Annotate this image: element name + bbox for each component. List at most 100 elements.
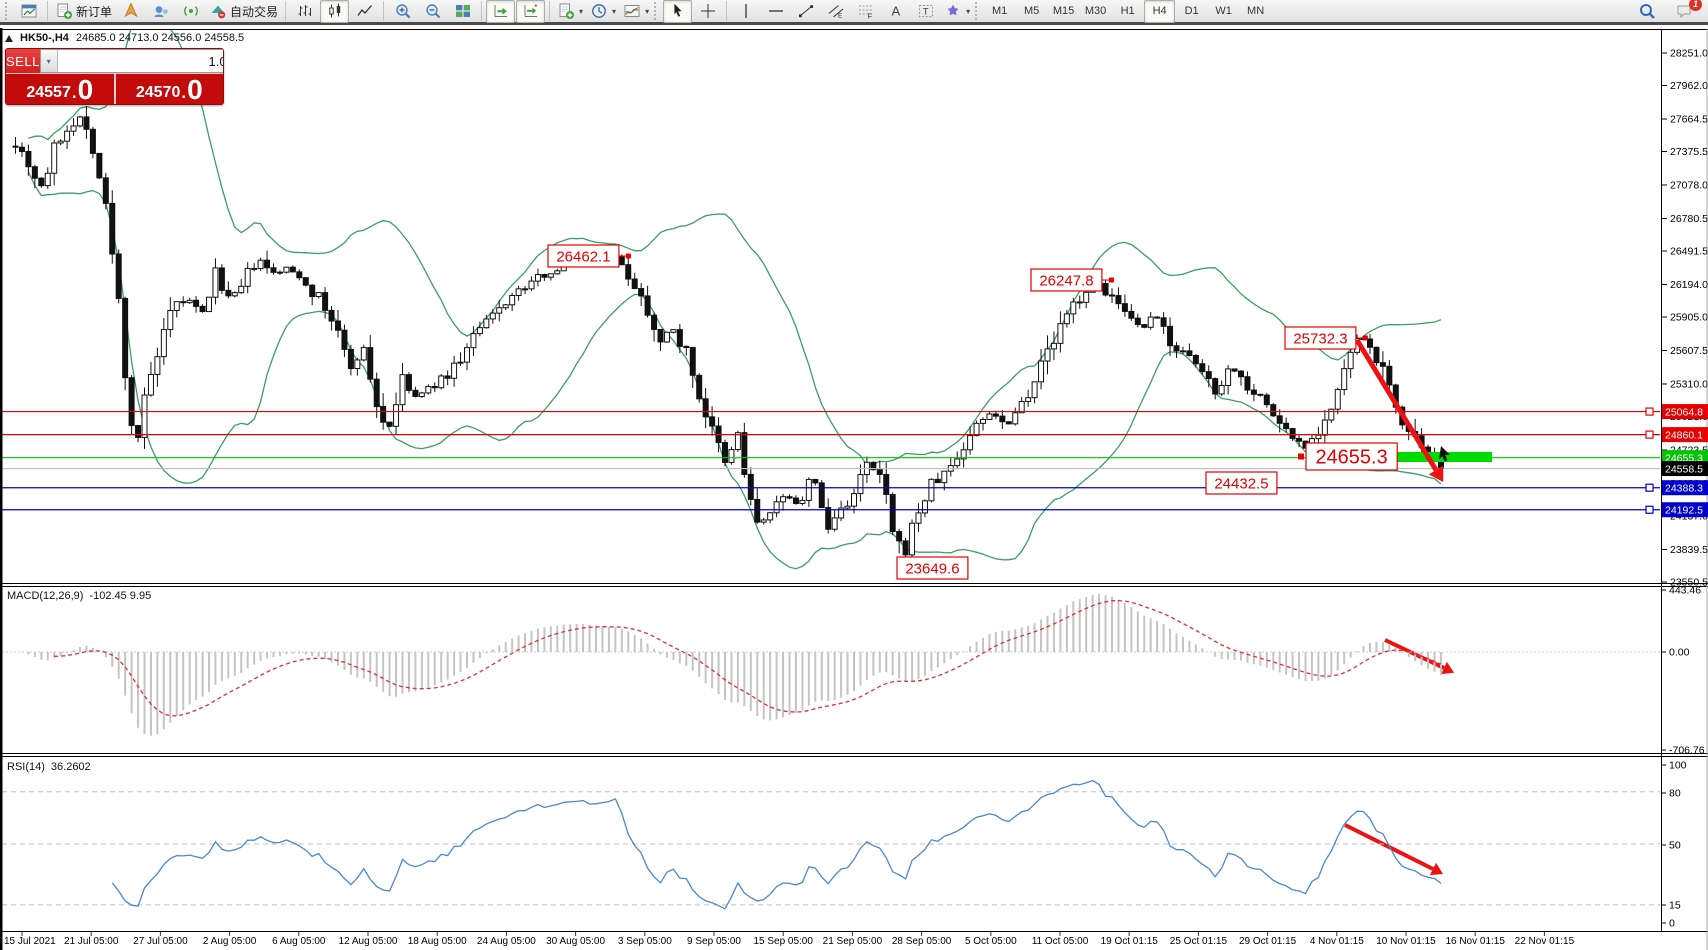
zoom-in-button[interactable]: [388, 0, 417, 23]
svg-text:2 Aug 05:00: 2 Aug 05:00: [203, 936, 257, 947]
tile-windows-icon: [455, 5, 470, 17]
buy-price[interactable]: 24570 . 0: [113, 74, 223, 104]
trend-line-icon: [798, 5, 813, 18]
svg-text:11 Oct 05:00: 11 Oct 05:00: [1032, 936, 1089, 947]
svg-text:15: 15: [1669, 900, 1681, 912]
signals-icon: [183, 6, 198, 16]
periods-button[interactable]: ▾: [587, 0, 619, 23]
templates-button[interactable]: ▾: [620, 0, 652, 23]
text-icon: A: [891, 4, 900, 19]
bar-chart-button[interactable]: [290, 0, 319, 23]
symbol-label: HK50-,H4: [20, 32, 69, 44]
price-axis[interactable]: 28251.0 27962.0 27664.5 27375.5 27078.0 26780…: [1661, 48, 1708, 930]
text-button[interactable]: A: [881, 0, 910, 23]
cursor-button[interactable]: [663, 0, 693, 23]
svg-text:25 Oct 01:15: 25 Oct 01:15: [1170, 936, 1228, 947]
trend-line-button[interactable]: [791, 0, 820, 23]
crosshair-button[interactable]: [693, 0, 722, 23]
arrows-button[interactable]: ▾: [941, 0, 973, 23]
tile-windows-button[interactable]: [448, 0, 477, 23]
svg-text:100: 100: [1669, 760, 1687, 772]
templates-dropdown-icon[interactable]: ▾: [645, 6, 650, 16]
signals-button[interactable]: [176, 0, 205, 23]
svg-text:23839.5: 23839.5: [1670, 544, 1708, 556]
timeframe-m1-button[interactable]: M1: [991, 5, 1008, 17]
toolbar-separator: [383, 1, 385, 21]
svg-text:21 Jul 05:00: 21 Jul 05:00: [64, 936, 119, 947]
horizontal-line-button[interactable]: [761, 0, 790, 23]
svg-text:0.00: 0.00: [1669, 647, 1690, 659]
auto-scroll-button[interactable]: [486, 0, 516, 23]
line-chart-button[interactable]: [350, 0, 379, 23]
toolbar-grip: [975, 2, 980, 20]
sell-button[interactable]: SELL: [6, 49, 40, 73]
svg-text:F: F: [867, 12, 872, 21]
bar-chart-icon: [298, 5, 311, 16]
chart-shift-icon: [524, 4, 537, 17]
svg-text:22 Nov 01:15: 22 Nov 01:15: [1515, 936, 1575, 947]
svg-text:24655.3: 24655.3: [1315, 447, 1387, 469]
search-button[interactable]: [1632, 0, 1661, 23]
arrows-dropdown-icon[interactable]: ▾: [966, 6, 971, 16]
new-order-menu-dropdown-icon[interactable]: ▾: [579, 6, 584, 16]
svg-text:27375.5: 27375.5: [1670, 146, 1708, 158]
fibonacci-retracement-button[interactable]: F: [851, 0, 880, 23]
timeframe-mn-button[interactable]: MN: [1247, 5, 1265, 17]
equidistant-channel-button[interactable]: E: [821, 0, 850, 23]
macd-layer: [2, 594, 1660, 736]
toolbar-separator: [726, 1, 728, 21]
timeframe-m5-button[interactable]: M5: [1023, 5, 1040, 17]
timeframe-m30-button[interactable]: M30: [1084, 5, 1107, 17]
notifications-button[interactable]: 1: [1669, 0, 1702, 23]
periods-dropdown-icon[interactable]: ▾: [612, 6, 617, 16]
timeframe-h4-button[interactable]: H4: [1144, 0, 1176, 23]
svg-text:3 Sep 05:00: 3 Sep 05:00: [618, 936, 672, 947]
volume-input[interactable]: [57, 50, 223, 72]
new-chart-icon: [21, 4, 36, 18]
toolbar-separator: [549, 1, 551, 21]
svg-text:15 Jul 2021: 15 Jul 2021: [4, 936, 56, 947]
search-icon: [1639, 4, 1655, 19]
new-order-button[interactable]: 新订单: [52, 0, 115, 23]
auto-trading-icon: [211, 5, 226, 19]
svg-text:4 Nov 01:15: 4 Nov 01:15: [1310, 936, 1364, 947]
time-axis[interactable]: 15 Jul 2021 21 Jul 05:00 27 Jul 05:00 2 Aug…: [4, 931, 1575, 948]
volume-decrease-button[interactable]: ▾: [40, 50, 58, 72]
cursor-icon: [673, 3, 682, 17]
marketplace-button[interactable]: [116, 0, 145, 23]
sell-price-main: 24557: [26, 84, 71, 101]
timeframe-d1-button[interactable]: D1: [1184, 5, 1199, 17]
svg-text:27078.0: 27078.0: [1670, 180, 1708, 192]
new-chart-button[interactable]: [14, 0, 43, 23]
text-label-button[interactable]: T: [911, 0, 940, 23]
one-click-price-row: 24557 . 0 24570 . 0: [6, 73, 223, 104]
timeframe-m15-button[interactable]: M15: [1052, 5, 1075, 17]
svg-text:50: 50: [1669, 840, 1681, 852]
svg-text:25905.0: 25905.0: [1670, 312, 1708, 324]
collapse-icon[interactable]: [5, 34, 13, 42]
vertical-line-icon: [744, 4, 747, 18]
periods-icon: [592, 4, 606, 18]
new-order-menu-button[interactable]: ▾: [554, 0, 586, 23]
timeframe-w1-button[interactable]: W1: [1215, 5, 1232, 17]
auto-trading-button[interactable]: 自动交易: [206, 0, 281, 23]
zoom-out-button[interactable]: [418, 0, 447, 23]
sell-price[interactable]: 24557 . 0: [6, 74, 114, 104]
notification-badge: 1: [1689, 0, 1702, 11]
svg-text:26194.0: 26194.0: [1670, 279, 1708, 291]
chart-shift-button[interactable]: [516, 0, 546, 23]
svg-text:T: T: [922, 7, 928, 18]
price-callouts[interactable]: 26462.1 26247.8 25732.3 24655.3 24432.5 23649…: [547, 244, 1398, 580]
horizontal-lines[interactable]: [2, 407, 1660, 514]
svg-text:24860.1: 24860.1: [1665, 429, 1703, 441]
timeframe-h1-button[interactable]: H1: [1120, 5, 1135, 17]
svg-text:10 Nov 01:15: 10 Nov 01:15: [1376, 936, 1436, 947]
new-order-label: 新订单: [76, 4, 113, 19]
candlestick-chart-button[interactable]: [320, 0, 350, 23]
line-chart-icon: [357, 5, 372, 16]
svg-text:26247.8: 26247.8: [1039, 272, 1093, 289]
vertical-line-button[interactable]: [731, 0, 760, 23]
community-button[interactable]: [146, 0, 175, 23]
